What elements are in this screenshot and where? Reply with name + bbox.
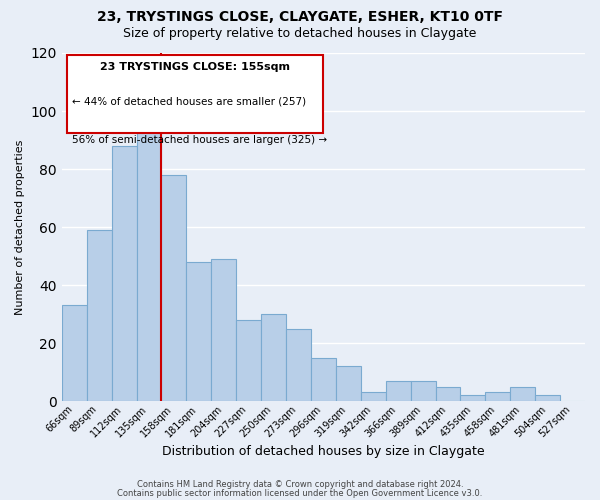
Bar bbox=[87, 230, 112, 401]
Bar bbox=[62, 306, 87, 401]
Text: Contains HM Land Registry data © Crown copyright and database right 2024.: Contains HM Land Registry data © Crown c… bbox=[137, 480, 463, 489]
Bar bbox=[535, 396, 560, 401]
Text: Contains public sector information licensed under the Open Government Licence v3: Contains public sector information licen… bbox=[118, 488, 482, 498]
Bar bbox=[261, 314, 286, 401]
Text: 23 TRYSTINGS CLOSE: 155sqm: 23 TRYSTINGS CLOSE: 155sqm bbox=[100, 62, 290, 72]
Bar bbox=[460, 396, 485, 401]
Text: 56% of semi-detached houses are larger (325) →: 56% of semi-detached houses are larger (… bbox=[72, 135, 328, 145]
FancyBboxPatch shape bbox=[67, 54, 323, 133]
Bar bbox=[361, 392, 386, 401]
Bar bbox=[336, 366, 361, 401]
X-axis label: Distribution of detached houses by size in Claygate: Distribution of detached houses by size … bbox=[162, 444, 485, 458]
Bar bbox=[510, 386, 535, 401]
Y-axis label: Number of detached properties: Number of detached properties bbox=[15, 140, 25, 315]
Bar bbox=[137, 126, 161, 401]
Text: ← 44% of detached houses are smaller (257): ← 44% of detached houses are smaller (25… bbox=[72, 96, 307, 106]
Bar bbox=[161, 175, 187, 401]
Bar bbox=[236, 320, 261, 401]
Bar bbox=[410, 381, 436, 401]
Bar bbox=[386, 381, 410, 401]
Bar bbox=[286, 328, 311, 401]
Bar bbox=[187, 262, 211, 401]
Bar bbox=[211, 259, 236, 401]
Bar bbox=[311, 358, 336, 401]
Bar bbox=[112, 146, 137, 401]
Bar bbox=[485, 392, 510, 401]
Text: 23, TRYSTINGS CLOSE, CLAYGATE, ESHER, KT10 0TF: 23, TRYSTINGS CLOSE, CLAYGATE, ESHER, KT… bbox=[97, 10, 503, 24]
Bar bbox=[436, 386, 460, 401]
Text: Size of property relative to detached houses in Claygate: Size of property relative to detached ho… bbox=[124, 28, 476, 40]
